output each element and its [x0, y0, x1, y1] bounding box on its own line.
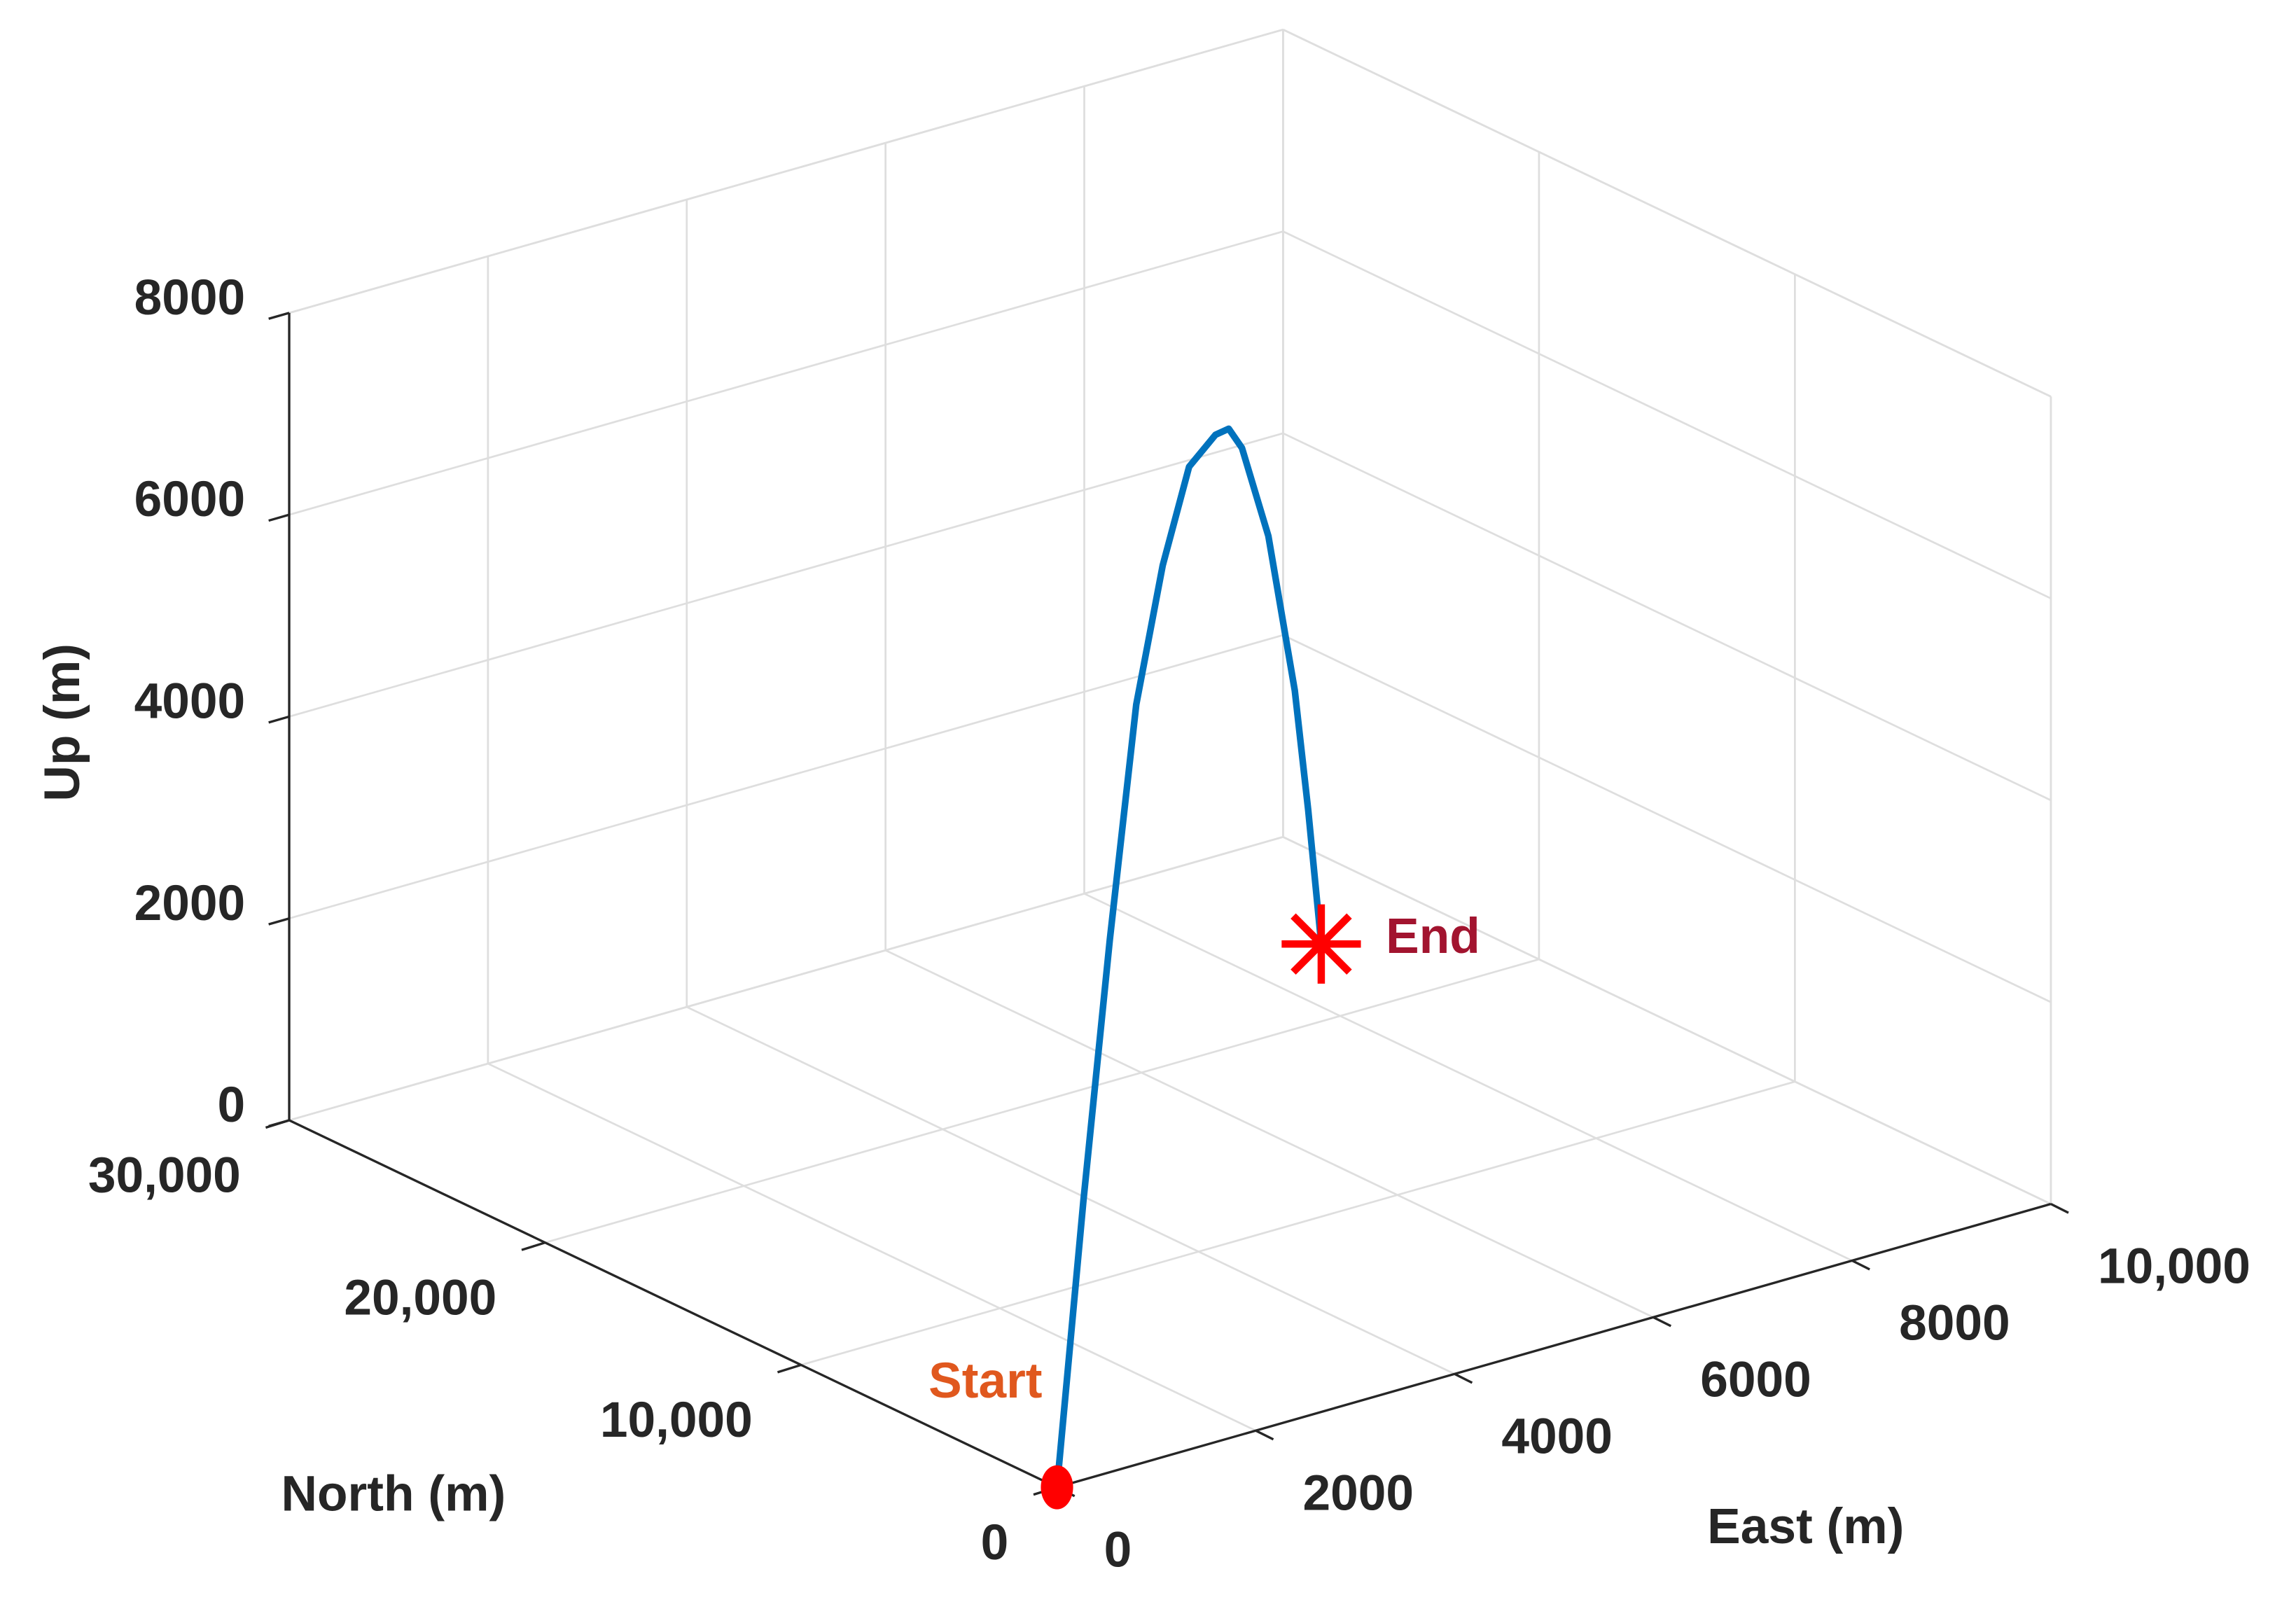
x-tick-label: 2000 — [1302, 1465, 1414, 1521]
trajectory — [1053, 425, 1325, 1491]
z-axis-title: Up (m) — [34, 643, 90, 802]
end-marker — [1281, 904, 1361, 984]
z-tick-label: 4000 — [134, 674, 246, 730]
y-tick-label: 10,000 — [600, 1392, 753, 1448]
grid-line — [1282, 634, 2052, 1003]
x-tick — [1255, 1429, 1274, 1441]
grid-line — [545, 958, 1540, 1244]
x-tick — [2050, 1203, 2069, 1214]
grid-line — [1282, 230, 2052, 599]
y-tick — [521, 1241, 546, 1251]
y-tick-label: 30,000 — [88, 1148, 241, 1204]
grid-line — [686, 1005, 1455, 1375]
z-tick-label: 0 — [217, 1077, 245, 1133]
start-marker — [1041, 1465, 1073, 1510]
y-tick-label: 0 — [981, 1514, 1009, 1570]
y-axis-line — [288, 1119, 1058, 1489]
y-axis-title: North (m) — [281, 1466, 506, 1522]
x-tick-label: 8000 — [1899, 1295, 2010, 1351]
grid-line — [1083, 893, 1853, 1262]
x-tick-label: 6000 — [1700, 1352, 1811, 1408]
z-tick-label: 6000 — [134, 471, 246, 527]
z-tick — [268, 513, 290, 522]
grid-line — [885, 949, 1654, 1318]
grid — [288, 28, 2052, 1489]
box-edge — [288, 28, 1283, 314]
grid-line — [800, 1080, 1795, 1366]
grid-line — [1282, 432, 2052, 802]
axes: 0 2000 4000 6000 8000 10,000 0 10,000 20,000 30,0… — [88, 28, 2250, 1577]
box-edge — [1282, 29, 2052, 398]
y-tick — [777, 1363, 802, 1374]
grid-line — [288, 634, 1283, 920]
x-tick-label: 4000 — [1501, 1408, 1613, 1464]
box-edge — [289, 313, 2051, 397]
z-tick-label: 8000 — [134, 270, 246, 326]
end-marker-stroke — [1290, 913, 1352, 975]
x-tick — [1454, 1372, 1473, 1384]
grid-line — [288, 230, 1283, 516]
grid-line — [288, 432, 1283, 718]
z-tick — [268, 917, 290, 926]
end-label: End — [1386, 908, 1480, 964]
x-tick — [1851, 1259, 1870, 1271]
z-tick — [268, 1119, 290, 1127]
x-tick-label: 10,000 — [2098, 1239, 2250, 1295]
grid-line — [487, 1062, 1256, 1432]
z-tick-label: 2000 — [134, 875, 246, 931]
grid-line — [288, 836, 1283, 1122]
x-tick-label: 0 — [1104, 1521, 1132, 1577]
x-tick — [1653, 1316, 1672, 1328]
z-tick — [268, 312, 290, 320]
x-axis-line — [1057, 1202, 2052, 1489]
grid-line — [1282, 836, 2052, 1205]
plot-area: Start End — [928, 425, 1480, 1510]
z-tick — [268, 715, 290, 724]
x-axis-title: East (m) — [1707, 1498, 1904, 1554]
y-tick-label: 20,000 — [344, 1269, 496, 1325]
start-label: Start — [928, 1353, 1042, 1409]
